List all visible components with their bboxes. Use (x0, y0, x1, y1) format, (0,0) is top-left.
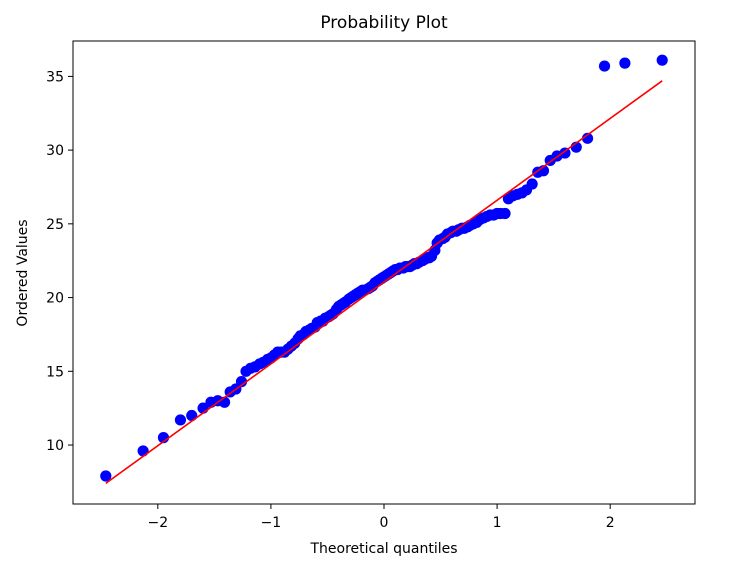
x-tick-label: 0 (380, 515, 389, 531)
chart-title: Probability Plot (320, 13, 448, 33)
y-tick-label: 25 (46, 217, 64, 233)
data-point (619, 57, 631, 69)
fit-line (105, 80, 663, 485)
x-axis-ticks: −2 −1 0 1 2 (147, 504, 615, 531)
x-tick-label: 2 (606, 515, 615, 531)
data-point (235, 376, 248, 388)
y-tick-label: 20 (46, 291, 64, 307)
x-tick-label: −2 (147, 515, 168, 531)
data-point (656, 54, 668, 66)
x-tick-label: −1 (261, 515, 282, 531)
data-point (137, 445, 149, 457)
y-tick-label: 35 (46, 69, 64, 85)
data-point (174, 414, 187, 426)
data-point (100, 470, 112, 482)
data-point (526, 178, 538, 190)
y-tick-label: 15 (46, 364, 64, 380)
y-axis-ticks: 10 15 20 25 30 35 (46, 69, 73, 454)
data-point (581, 132, 594, 144)
x-axis-label: Theoretical quantiles (309, 541, 457, 557)
y-axis-label: Ordered Values (15, 219, 31, 326)
y-tick-label: 10 (46, 438, 64, 454)
data-point (499, 207, 511, 220)
y-tick-label: 30 (46, 143, 64, 159)
chart-marks (100, 54, 668, 485)
data-point (186, 409, 198, 422)
data-point (559, 147, 571, 159)
data-point (598, 60, 611, 72)
x-tick-label: 1 (493, 515, 502, 531)
